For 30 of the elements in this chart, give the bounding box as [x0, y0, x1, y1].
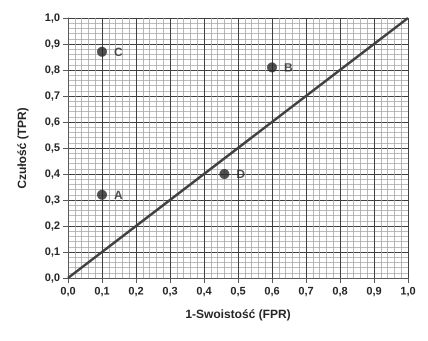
x-tick-label: 0,0 — [60, 286, 76, 298]
x-axis-title: 1-Swoistość (FPR) — [185, 307, 291, 321]
x-tick-label: 0,8 — [332, 286, 348, 298]
point — [97, 46, 107, 57]
x-tick-label: 0,6 — [264, 286, 280, 298]
series-label: A — [114, 188, 123, 202]
y-tick-label: 0,6 — [44, 116, 60, 128]
x-tick-label: 0,5 — [230, 286, 246, 298]
point — [267, 62, 277, 72]
x-tick-label: 0,2 — [128, 286, 144, 298]
y-tick-label: 0,0 — [44, 272, 60, 284]
x-tick-label: 0,1 — [94, 286, 110, 298]
y-tick-label: 0,1 — [44, 246, 60, 258]
x-tick-label: 1,0 — [400, 286, 416, 298]
x-tick-label: 0,7 — [298, 286, 314, 298]
point — [97, 190, 107, 200]
y-tick-label: 0,2 — [44, 220, 60, 232]
y-tick-label: 0,9 — [44, 38, 60, 50]
y-tick-label: 0,8 — [44, 64, 60, 76]
series-label: C — [114, 44, 123, 59]
y-tick-label: 0,7 — [44, 90, 60, 102]
point — [219, 169, 230, 179]
y-tick-label: 0,5 — [44, 142, 60, 154]
x-tick-label: 0,4 — [196, 286, 213, 298]
y-axis-title: Czułość (TPR) — [15, 107, 29, 189]
x-tick-label: 0,9 — [366, 286, 382, 298]
x-tick-label: 0,3 — [162, 286, 178, 298]
y-tick-label: 0,3 — [44, 194, 60, 206]
y-tick-label: 1,0 — [44, 12, 60, 24]
y-tick-label: 0,4 — [44, 168, 61, 180]
